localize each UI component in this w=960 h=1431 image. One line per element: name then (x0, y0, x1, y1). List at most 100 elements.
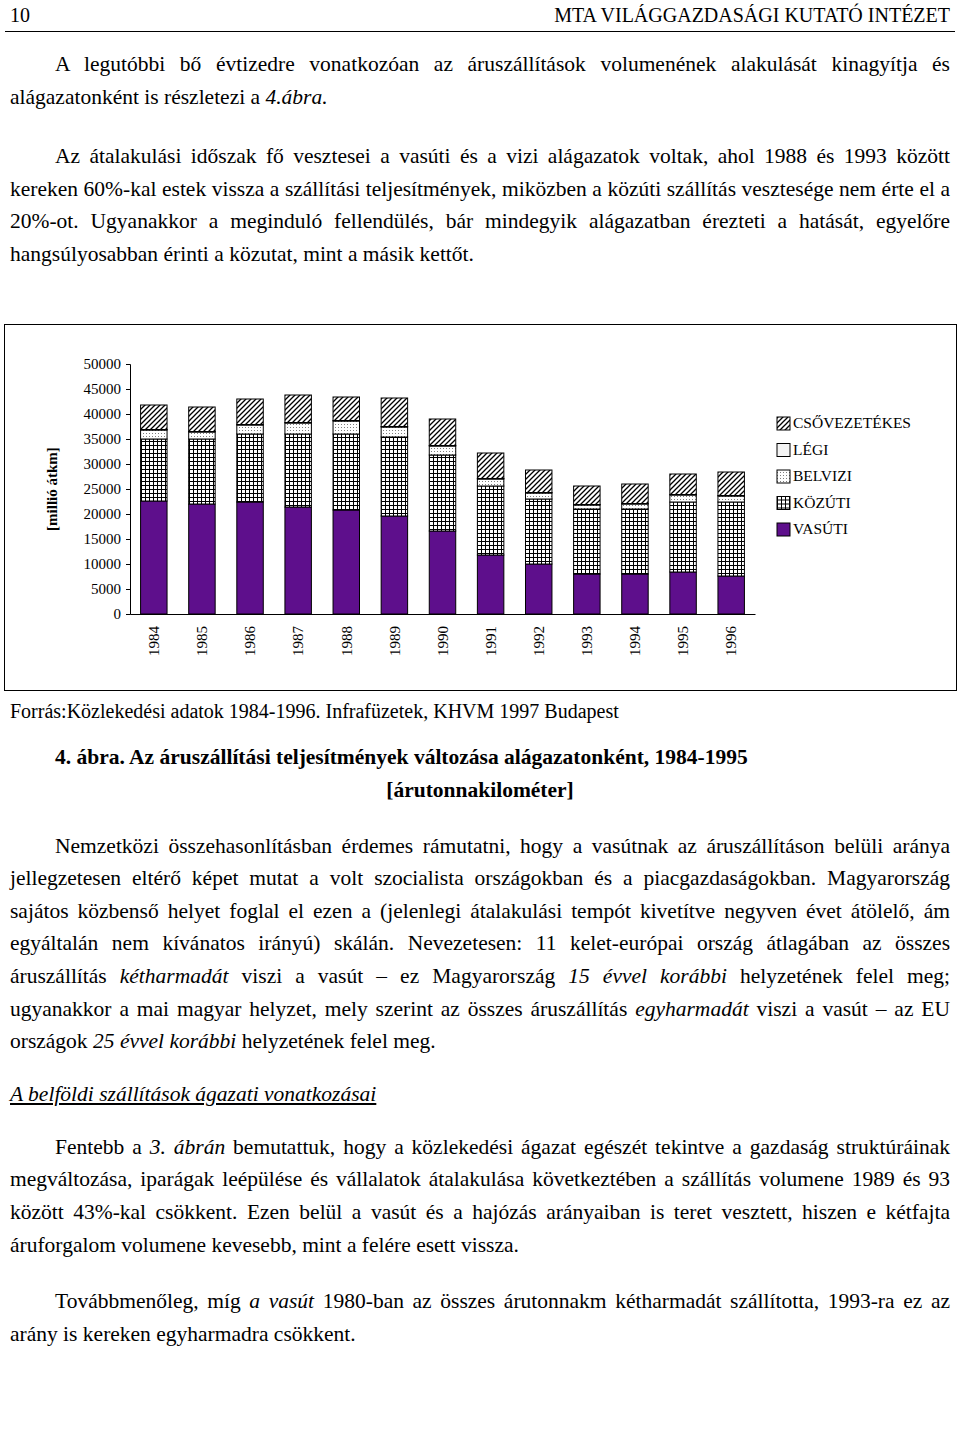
paragraph: Továbbmenőleg, míg a vasút 1980-ban az ö… (10, 1285, 950, 1350)
bar-segment (189, 504, 215, 614)
y-tick-label: 40000 (84, 406, 122, 422)
y-tick-mark (126, 589, 130, 590)
bar-segment (381, 437, 407, 516)
y-tick-label: 20000 (84, 506, 122, 522)
y-tick: 0 (114, 606, 131, 622)
y-tick: 40000 (84, 406, 131, 422)
y-tick: 5000 (91, 581, 130, 597)
bar-segment (333, 510, 359, 614)
y-tick: 25000 (84, 481, 131, 497)
x-tick: 1994 (627, 614, 643, 656)
y-axis-line (126, 364, 131, 614)
legend-entry: CSŐVEZETÉKES (777, 414, 911, 431)
bar-segment (574, 574, 600, 614)
legend-entry: KÖZÚTI (777, 493, 851, 510)
x-tick-label: 1984 (146, 625, 162, 656)
series (141, 434, 745, 576)
x-tick-label: 1992 (531, 626, 547, 656)
bar-segment (525, 470, 551, 493)
x-tick-label: 1985 (194, 626, 210, 656)
bar-segment (670, 474, 696, 495)
y-tick-mark (126, 464, 130, 465)
caption: 4. ábra. Az áruszállítási teljesítmények… (10, 741, 950, 807)
bar-segment (622, 484, 648, 504)
legend-entry: BELVIZI (777, 467, 852, 484)
x-tick: 1985 (194, 614, 210, 656)
bar-segment (525, 499, 551, 564)
text-run: Továbbmenőleg, míg (55, 1289, 249, 1313)
y-tick-mark (126, 364, 130, 365)
text-run: helyzetének felel meg. (236, 1029, 435, 1053)
bar-segment (381, 427, 407, 437)
caption-title: Az áruszállítási teljesítmények változás… (129, 745, 748, 769)
bar-segment (429, 419, 455, 446)
x-tick-label: 1987 (290, 625, 306, 656)
y-tick: 20000 (84, 506, 131, 522)
y-axis: 0500010000150002000025000300003500040000… (84, 356, 131, 622)
legend-entry: LÉGI (777, 440, 828, 457)
emphasis: a vasút (249, 1289, 314, 1313)
x-tick-label: 1995 (675, 626, 691, 656)
bar-segment (141, 501, 167, 614)
bar-segment (622, 574, 648, 614)
emphasis: 15 évvel korábbi (568, 964, 727, 988)
bar-segment (718, 502, 744, 576)
bar-segment (718, 576, 744, 614)
bar-segment (622, 504, 648, 509)
bar-segment (477, 479, 503, 486)
x-tick: 1991 (483, 614, 499, 656)
bar-segment (333, 421, 359, 434)
bar-segment (189, 432, 215, 439)
bar-segment (141, 405, 167, 430)
bar-segment (285, 434, 311, 507)
x-tick-label: 1991 (483, 626, 499, 656)
legend-swatch (777, 443, 790, 456)
emphasis: 25 évvel korábbi (93, 1029, 236, 1053)
bar-segment (670, 572, 696, 614)
y-tick-label: 0 (114, 606, 122, 622)
x-tick: 1992 (531, 614, 547, 656)
x-tick: 1989 (387, 614, 403, 656)
legend: CSŐVEZETÉKESLÉGIBELVIZIKÖZÚTIVASÚTI (777, 414, 911, 537)
y-tick: 10000 (84, 556, 131, 572)
bar-segment (189, 439, 215, 504)
bars (141, 395, 745, 614)
legend-label: KÖZÚTI (793, 493, 851, 510)
x-axis-line (131, 614, 756, 615)
y-tick-label: 10000 (84, 556, 122, 572)
bar-segment (670, 502, 696, 572)
y-tick-label: 5000 (91, 581, 121, 597)
institute: MTA VILÁGGAZDASÁGI KUTATÓ INTÉZET (554, 0, 950, 30)
y-tick: 35000 (84, 431, 131, 447)
paragraph: Az átalakulási időszak fő vesztesei a va… (10, 140, 950, 270)
page-header: 10 MTA VILÁGGAZDASÁGI KUTATÓ INTÉZET (5, 0, 955, 32)
bar-segment (477, 555, 503, 614)
y-axis-title: [millió átkm] (44, 447, 60, 531)
bar-segment (381, 516, 407, 614)
page: 10MTA VILÁGGAZDASÁGI KUTATÓ INTÉZETA leg… (0, 0, 960, 1350)
x-tick-label: 1989 (387, 626, 403, 656)
x-tick: 1988 (339, 614, 355, 656)
y-tick: 50000 (84, 356, 131, 372)
bar-segment (333, 397, 359, 421)
page-number: 10 (10, 0, 30, 30)
bar-segment (574, 509, 600, 574)
legend-label: CSŐVEZETÉKES (793, 414, 911, 431)
x-tick: 1986 (242, 614, 258, 656)
bar-segment (237, 399, 263, 425)
y-tick-mark (126, 614, 130, 615)
y-tick-mark (126, 389, 130, 390)
bar-segment (285, 395, 311, 423)
bar-segment (622, 509, 648, 574)
legend-swatch (777, 523, 790, 536)
y-tick-mark (126, 414, 130, 415)
x-tick: 1993 (579, 614, 595, 656)
x-tick-label: 1993 (579, 626, 595, 656)
bar-segment (574, 486, 600, 505)
x-axis: 1984198519861987198819891990199119921993… (131, 614, 756, 656)
source: Forrás:Közlekedési adatok 1984-1996. Inf… (10, 698, 950, 724)
x-tick: 1996 (723, 614, 739, 656)
bar-segment (429, 455, 455, 531)
legend-swatch (777, 417, 790, 430)
x-tick: 1987 (290, 614, 306, 656)
